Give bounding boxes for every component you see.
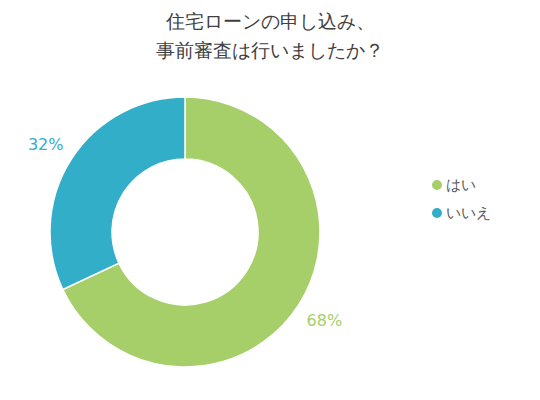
title-line: 事前審査は行いましたか？ — [156, 39, 384, 61]
slices — [50, 97, 320, 367]
legend-label: はい — [446, 176, 476, 194]
slice — [50, 97, 185, 289]
title-line: 住宅ローンの申し込み、 — [165, 10, 375, 32]
legend-label: いいえ — [446, 204, 491, 222]
title: 住宅ローンの申し込み、事前審査は行いましたか？ — [156, 10, 384, 61]
legend-marker — [432, 208, 442, 218]
legend-marker — [432, 180, 442, 190]
data-label: 68% — [307, 311, 343, 330]
legend: はいいいえ — [432, 176, 491, 222]
data-label: 32% — [28, 135, 64, 154]
chart: 住宅ローンの申し込み、事前審査は行いましたか？ 68% 32% はいいいえ — [0, 0, 540, 400]
